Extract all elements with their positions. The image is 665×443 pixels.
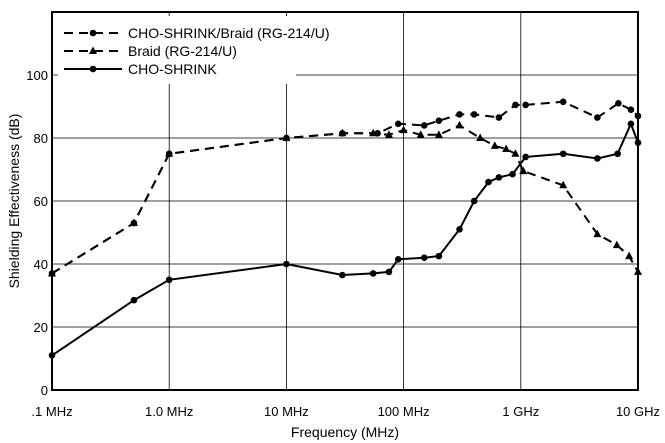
- data-point: [476, 133, 485, 141]
- data-point: [625, 251, 634, 260]
- data-point: [434, 130, 443, 138]
- legend-label: CHO-SHRINK/Braid (RG-214/U): [128, 25, 329, 41]
- data-point: [634, 139, 642, 147]
- x-tick-label: 10 MHz: [264, 404, 309, 419]
- legend: CHO-SHRINK/Braid (RG-214/U) Braid (RG-214…: [58, 16, 329, 84]
- data-point: [512, 101, 519, 109]
- data-point: [495, 114, 503, 121]
- data-point: [385, 268, 393, 276]
- x-tick-label: 10 GHz: [616, 404, 660, 419]
- x-axis-label: Frequency (MHz): [291, 424, 399, 440]
- data-point: [594, 114, 601, 121]
- data-point: [129, 218, 138, 227]
- data-point: [519, 166, 528, 175]
- y-tick-label: 80: [34, 131, 48, 146]
- data-point: [485, 178, 492, 186]
- data-point: [48, 352, 56, 359]
- data-point: [470, 197, 478, 205]
- series-3: [48, 120, 642, 359]
- x-tick-label: .1 MHz: [31, 404, 72, 419]
- x-tick-labels: .1 MHz 1.0 MHz 10 MHz 100 MHz 1 GHz 10 GHz: [31, 404, 660, 419]
- legend-item: Braid (RG-214/U): [64, 43, 237, 59]
- legend-label: CHO-SHRINK: [128, 61, 217, 77]
- data-point: [369, 128, 378, 137]
- data-point: [559, 150, 567, 158]
- data-point: [394, 120, 402, 128]
- series-line: [51, 121, 639, 357]
- x-tick-label: 1.0 MHz: [145, 404, 193, 419]
- y-axis-label: Shielding Effectiveness (dB): [6, 114, 22, 289]
- data-point: [420, 254, 428, 261]
- data-point: [283, 260, 290, 268]
- data-point: [89, 46, 97, 54]
- plot-frame: [51, 11, 639, 391]
- data-point: [420, 122, 428, 129]
- data-point: [509, 170, 516, 178]
- series-layer: [48, 98, 642, 359]
- data-point: [615, 100, 622, 107]
- data-point: [456, 226, 463, 233]
- data-point: [559, 98, 567, 106]
- data-point: [89, 29, 97, 37]
- data-point: [282, 133, 291, 141]
- legend-item: CHO-SHRINK: [64, 61, 217, 77]
- series-line: [51, 100, 639, 275]
- data-point: [470, 111, 478, 118]
- data-point: [89, 65, 97, 73]
- data-point: [614, 150, 621, 158]
- data-point: [399, 125, 408, 134]
- data-point: [456, 111, 463, 118]
- data-point: [165, 149, 174, 157]
- data-point: [634, 112, 642, 120]
- data-point: [490, 141, 499, 149]
- y-tick-label: 40: [34, 257, 48, 272]
- y-tick-label: 60: [34, 194, 48, 209]
- data-point: [435, 252, 443, 260]
- data-point: [522, 101, 529, 109]
- data-point: [502, 144, 511, 153]
- data-point: [416, 130, 425, 138]
- data-point: [634, 267, 642, 275]
- legend-label: Braid (RG-214/U): [128, 43, 237, 59]
- data-point: [369, 270, 377, 277]
- data-point: [559, 180, 568, 189]
- data-point: [338, 128, 347, 137]
- series-line: [51, 124, 639, 275]
- legend-item: CHO-SHRINK/Braid (RG-214/U): [64, 25, 329, 41]
- data-point: [612, 240, 621, 249]
- data-point: [130, 296, 138, 304]
- data-point: [165, 276, 173, 284]
- data-point: [339, 271, 346, 279]
- data-point: [435, 117, 443, 124]
- series-1: [48, 98, 642, 277]
- y-tick-label: 20: [34, 320, 48, 335]
- data-point: [593, 229, 602, 238]
- x-tick-label: 1 GHz: [502, 404, 539, 419]
- y-tick-label: 0: [41, 383, 48, 398]
- data-point: [495, 174, 503, 181]
- x-tick-label: 100 MHz: [378, 404, 430, 419]
- series-2: [48, 120, 642, 277]
- data-point: [48, 268, 56, 277]
- data-point: [522, 153, 529, 161]
- data-point: [455, 120, 464, 129]
- data-point: [394, 255, 402, 263]
- data-point: [511, 149, 520, 157]
- data-point: [594, 155, 601, 162]
- data-point: [627, 106, 635, 113]
- y-tick-label: 100: [26, 68, 48, 83]
- y-tick-labels: 0 20 40 60 80 100: [26, 68, 48, 398]
- data-point: [384, 130, 393, 138]
- data-point: [627, 120, 635, 128]
